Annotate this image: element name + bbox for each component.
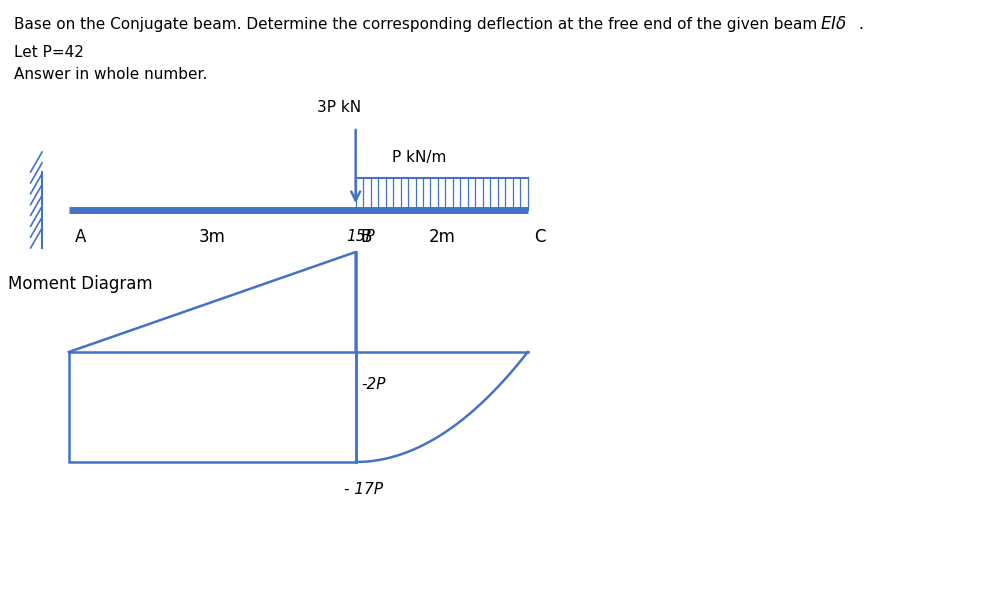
Text: A: A: [74, 228, 86, 246]
Text: -2P: -2P: [361, 376, 386, 392]
Text: 3m: 3m: [199, 228, 225, 246]
Text: Answer in whole number.: Answer in whole number.: [14, 67, 208, 81]
Text: C: C: [535, 228, 546, 246]
Text: P kN/m: P kN/m: [392, 149, 446, 165]
Text: Let P=42: Let P=42: [14, 45, 84, 59]
Text: $EI\delta$: $EI\delta$: [820, 15, 847, 33]
Text: 2m: 2m: [428, 228, 455, 246]
Text: 3P kN: 3P kN: [317, 100, 361, 114]
Text: Base on the Conjugate beam. Determine the corresponding deflection at the free e: Base on the Conjugate beam. Determine th…: [14, 17, 823, 31]
Text: - 17P: - 17P: [344, 482, 383, 498]
Text: .: .: [859, 17, 864, 31]
Text: 15P: 15P: [346, 228, 374, 244]
Text: B: B: [360, 228, 371, 246]
Text: Moment Diagram: Moment Diagram: [8, 275, 152, 293]
Bar: [69, 352, 355, 462]
